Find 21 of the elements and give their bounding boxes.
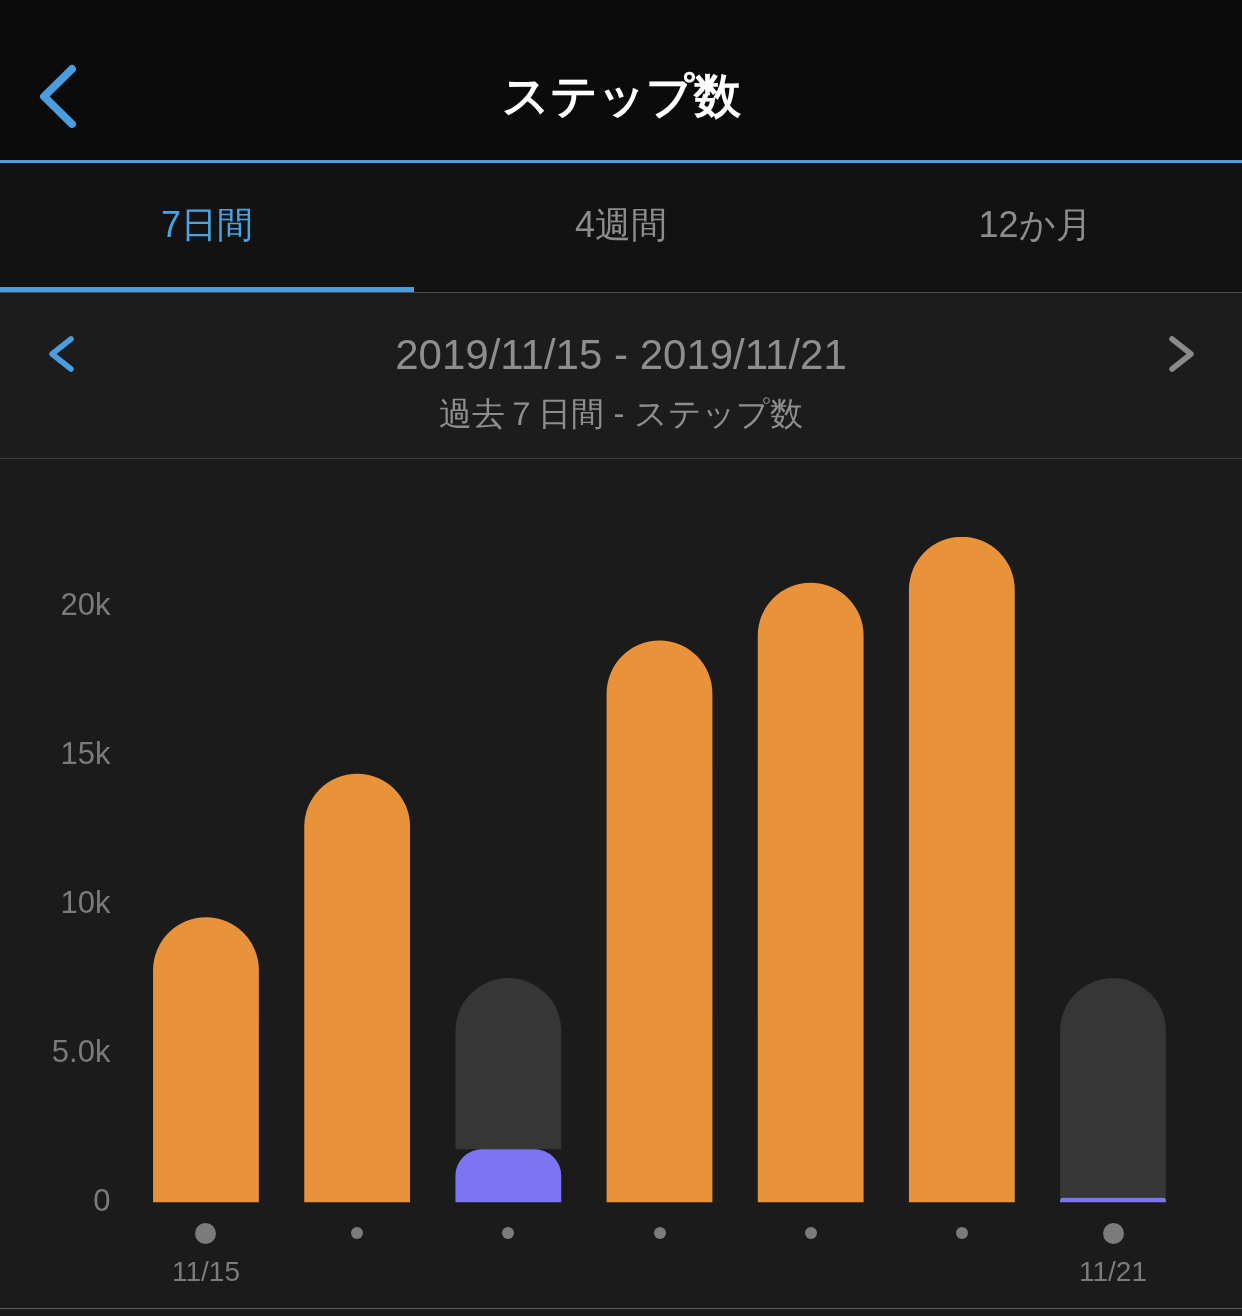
- y-tick-label: 0: [93, 1183, 111, 1219]
- y-tick-label: 20k: [60, 587, 111, 623]
- bar: [153, 917, 259, 1203]
- bar: [455, 1149, 562, 1203]
- bar: [757, 582, 864, 1203]
- text: 12か月: [978, 204, 1092, 246]
- bar: [455, 978, 562, 1150]
- bar: [908, 536, 1015, 1203]
- y-tick-label: 15k: [60, 736, 111, 772]
- x-tick-label: 11/21: [1079, 1256, 1148, 1288]
- text: 7日間: [160, 204, 254, 246]
- chart-subtitle: 2019/11/15 - 2019/11/21: [395, 330, 847, 379]
- y-tick-label: 10k: [60, 885, 111, 921]
- text: 4週間: [574, 204, 668, 246]
- chart-title: ステップ数: [501, 69, 741, 123]
- bar: [1060, 978, 1166, 1198]
- bar: [304, 773, 411, 1203]
- x-tick-label: 11/15: [171, 1256, 240, 1288]
- text: 過去７日間 - ステップ数: [439, 394, 803, 433]
- bar: [606, 640, 713, 1203]
- y-tick-label: 5.0k: [51, 1034, 111, 1070]
